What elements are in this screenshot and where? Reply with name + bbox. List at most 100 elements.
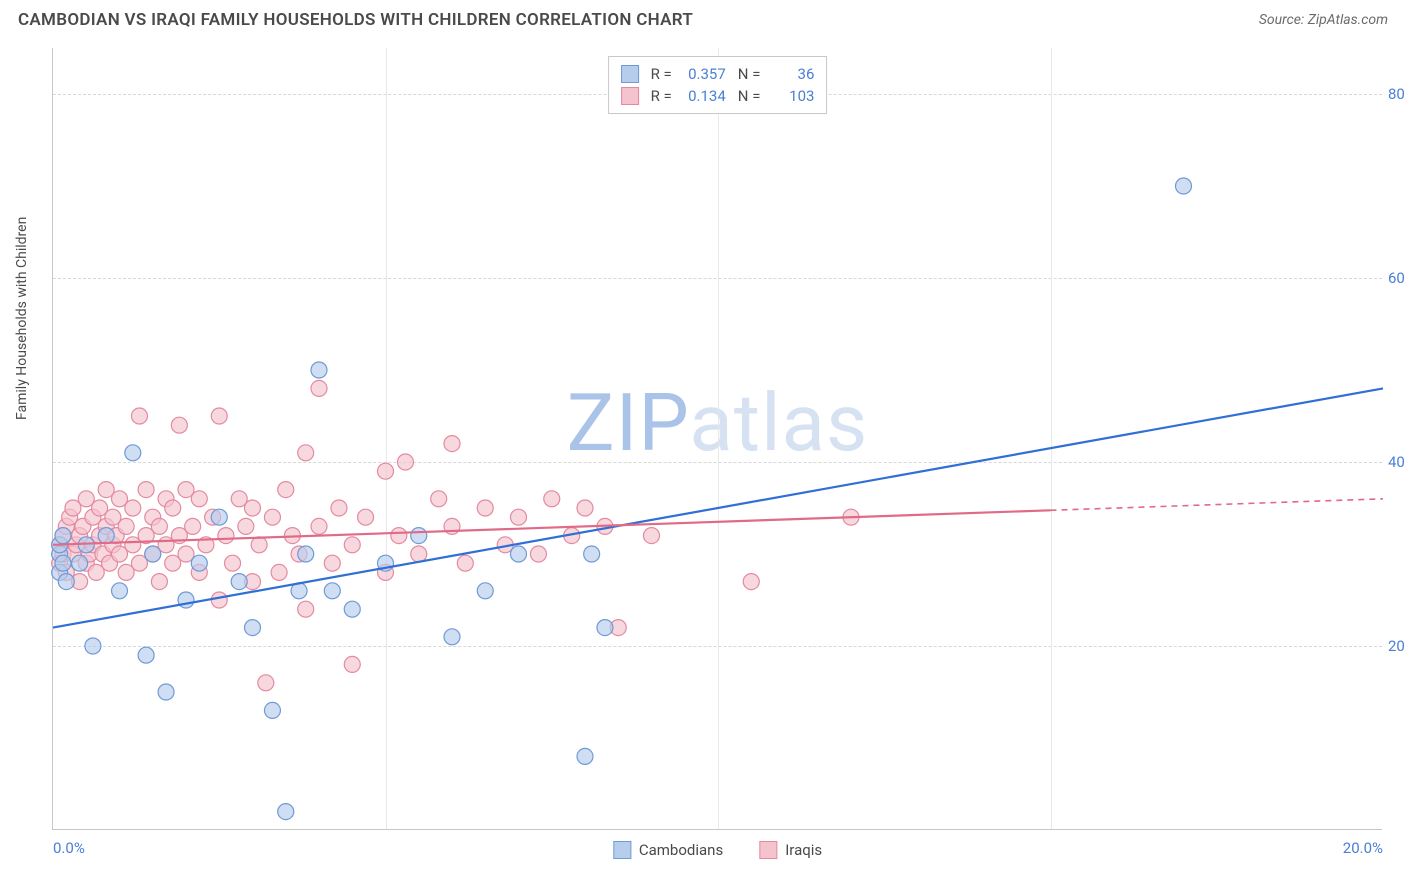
data-point-iraqis <box>444 436 460 452</box>
data-point-cambodians <box>477 583 493 599</box>
data-point-iraqis <box>165 500 181 516</box>
n-label: N = <box>738 87 761 105</box>
data-point-iraqis <box>264 509 280 525</box>
data-point-cambodians <box>211 509 227 525</box>
scatter-plot-svg <box>53 48 1382 829</box>
series-label-iraqis: Iraqis <box>785 841 822 859</box>
data-point-iraqis <box>218 528 234 544</box>
data-point-iraqis <box>251 537 267 553</box>
data-point-cambodians <box>577 748 593 764</box>
data-point-iraqis <box>185 518 201 534</box>
data-point-cambodians <box>584 546 600 562</box>
chart-title: CAMBODIAN VS IRAQI FAMILY HOUSEHOLDS WIT… <box>18 10 693 30</box>
data-point-iraqis <box>391 528 407 544</box>
data-point-cambodians <box>85 638 101 654</box>
data-point-cambodians <box>1176 178 1192 194</box>
data-point-iraqis <box>151 518 167 534</box>
source-attribution: Source: ZipAtlas.com <box>1259 12 1388 28</box>
data-point-iraqis <box>477 500 493 516</box>
data-point-cambodians <box>55 555 71 571</box>
data-point-cambodians <box>231 574 247 590</box>
swatch-iraqis <box>759 841 777 859</box>
data-point-iraqis <box>324 555 340 571</box>
data-point-iraqis <box>530 546 546 562</box>
data-point-iraqis <box>211 592 227 608</box>
data-point-iraqis <box>743 574 759 590</box>
data-point-iraqis <box>271 564 287 580</box>
data-point-cambodians <box>191 555 207 571</box>
data-point-cambodians <box>138 647 154 663</box>
y-tick-label: 80.0% <box>1388 85 1406 103</box>
data-point-iraqis <box>331 500 347 516</box>
correlation-legend: R = 0.357 N = 36 R = 0.134 N = 103 <box>608 56 828 114</box>
data-point-iraqis <box>225 555 241 571</box>
r-value-iraqis: 0.134 <box>680 87 726 105</box>
data-point-iraqis <box>457 555 473 571</box>
data-point-cambodians <box>145 546 161 562</box>
legend-row-cambodians: R = 0.357 N = 36 <box>621 63 815 85</box>
data-point-cambodians <box>298 546 314 562</box>
legend-item-cambodians: Cambodians <box>613 841 723 859</box>
x-tick-label: 0.0% <box>53 839 85 857</box>
data-point-iraqis <box>191 491 207 507</box>
data-point-iraqis <box>431 491 447 507</box>
x-tick-label: 20.0% <box>1343 839 1383 857</box>
n-label: N = <box>738 65 761 83</box>
source-label: Source: <box>1259 12 1304 28</box>
data-point-cambodians <box>245 620 261 636</box>
n-value-cambodians: 36 <box>768 65 814 83</box>
data-point-cambodians <box>98 528 114 544</box>
data-point-iraqis <box>171 417 187 433</box>
swatch-cambodians <box>613 841 631 859</box>
data-point-iraqis <box>358 509 374 525</box>
series-legend: Cambodians Iraqis <box>613 841 822 859</box>
r-label: R = <box>651 87 672 105</box>
y-axis-label: Family Households with Children <box>14 217 30 420</box>
r-label: R = <box>651 65 672 83</box>
data-point-cambodians <box>58 574 74 590</box>
r-value-cambodians: 0.357 <box>680 65 726 83</box>
data-point-cambodians <box>125 445 141 461</box>
data-point-cambodians <box>72 555 88 571</box>
legend-row-iraqis: R = 0.134 N = 103 <box>621 85 815 107</box>
y-tick-label: 40.0% <box>1388 453 1406 471</box>
data-point-cambodians <box>324 583 340 599</box>
data-point-iraqis <box>258 675 274 691</box>
legend-item-iraqis: Iraqis <box>759 841 822 859</box>
data-point-iraqis <box>344 537 360 553</box>
data-point-iraqis <box>125 500 141 516</box>
data-point-iraqis <box>544 491 560 507</box>
data-point-iraqis <box>311 380 327 396</box>
data-point-cambodians <box>511 546 527 562</box>
data-point-cambodians <box>112 583 128 599</box>
data-point-iraqis <box>411 546 427 562</box>
data-point-cambodians <box>264 702 280 718</box>
n-value-iraqis: 103 <box>768 87 814 105</box>
data-point-iraqis <box>238 518 254 534</box>
regression-line-iraqis <box>53 510 1051 545</box>
data-point-cambodians <box>158 684 174 700</box>
data-point-iraqis <box>138 482 154 498</box>
data-point-iraqis <box>245 500 261 516</box>
chart-plot-area: ZIPatlas 20.0%40.0%60.0%80.0%0.0%20.0% R… <box>52 48 1382 830</box>
series-label-cambodians: Cambodians <box>639 841 723 859</box>
data-point-iraqis <box>298 601 314 617</box>
data-point-iraqis <box>211 408 227 424</box>
data-point-iraqis <box>397 454 413 470</box>
regression-line-dashed-iraqis <box>1051 499 1384 511</box>
data-point-cambodians <box>411 528 427 544</box>
data-point-iraqis <box>577 500 593 516</box>
data-point-iraqis <box>344 656 360 672</box>
y-tick-label: 20.0% <box>1388 637 1406 655</box>
data-point-iraqis <box>644 528 660 544</box>
data-point-iraqis <box>378 463 394 479</box>
y-tick-label: 60.0% <box>1388 269 1406 287</box>
source-name: ZipAtlas.com <box>1308 12 1388 28</box>
data-point-iraqis <box>131 408 147 424</box>
data-point-cambodians <box>278 804 294 820</box>
data-point-iraqis <box>278 482 294 498</box>
data-point-cambodians <box>597 620 613 636</box>
data-point-iraqis <box>151 574 167 590</box>
swatch-cambodians <box>621 65 639 83</box>
data-point-iraqis <box>298 445 314 461</box>
